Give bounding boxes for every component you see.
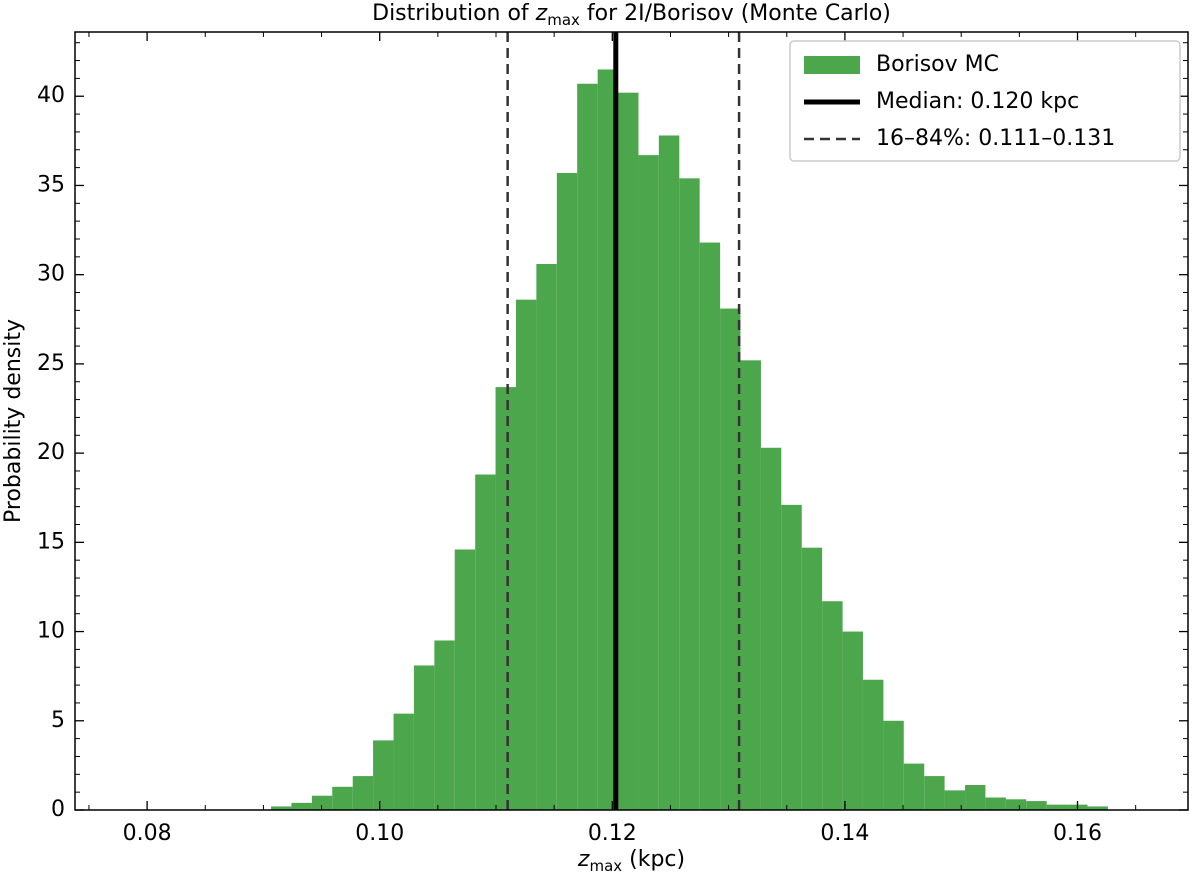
bar [1026, 801, 1047, 810]
y-tick-label: 25 [37, 351, 65, 376]
bar [352, 776, 374, 810]
bar [679, 178, 700, 810]
bar [985, 797, 1006, 810]
x-axis-label: zmax (kpc) [577, 847, 685, 875]
bar [311, 795, 333, 810]
bar [1046, 804, 1068, 810]
bar [332, 786, 353, 810]
bar [760, 447, 782, 810]
bar [454, 549, 476, 810]
x-axis-label-var: z [577, 847, 590, 872]
bar [638, 155, 659, 811]
legend-label: Median: 0.120 kpc [876, 89, 1079, 114]
bar [271, 806, 292, 810]
bar [434, 640, 455, 810]
bar [965, 785, 986, 810]
bar [393, 713, 414, 810]
bar [720, 308, 741, 810]
chart-title: Distribution of zmax for 2I/Borisov (Mon… [372, 1, 891, 29]
y-tick-label: 20 [37, 440, 65, 465]
bar [822, 601, 843, 810]
chart-title-text: Distribution of [372, 1, 536, 26]
bar [516, 299, 537, 810]
bar [699, 242, 721, 810]
y-tick-label: 15 [37, 529, 65, 554]
bar [903, 763, 925, 810]
legend-label: 16–84%: 0.111–0.131 [876, 126, 1115, 151]
y-tick-label: 30 [37, 262, 65, 287]
bar [740, 360, 761, 810]
x-tick-label: 0.16 [1053, 821, 1102, 846]
y-tick-label: 5 [51, 708, 65, 733]
y-tick-label: 40 [37, 83, 65, 108]
bar [658, 135, 680, 810]
y-tick-label: 35 [37, 172, 65, 197]
bar [536, 263, 557, 810]
bar [373, 740, 394, 810]
legend-box [789, 40, 1181, 162]
plot-frame [74, 31, 1189, 811]
bar [577, 83, 598, 811]
legend-swatch [804, 56, 860, 74]
bar [291, 802, 312, 810]
bar [556, 172, 578, 810]
x-tick-label: 0.12 [588, 821, 637, 846]
bar [944, 790, 966, 810]
bar [862, 679, 884, 810]
bar [924, 776, 945, 810]
bar [413, 665, 435, 810]
bar [883, 720, 904, 810]
x-axis-label-text: (kpc) [622, 847, 685, 872]
bar [1005, 799, 1027, 810]
x-tick-label: 0.08 [123, 821, 172, 846]
bar [842, 631, 863, 810]
bar [495, 387, 517, 810]
y-axis-label: Probability density [1, 319, 26, 523]
y-tick-label: 0 [51, 797, 65, 822]
bar [597, 69, 619, 811]
chart-title-var: z [535, 1, 548, 26]
x-axis-label-sub: max [589, 857, 622, 875]
x-tick-label: 0.14 [820, 821, 869, 846]
bar [781, 504, 802, 810]
x-tick-label: 0.10 [355, 821, 404, 846]
chart-title-text: for 2I/Borisov (Monte Carlo) [580, 1, 891, 26]
bar [475, 474, 496, 810]
y-tick-label: 10 [37, 619, 65, 644]
bar [1087, 806, 1108, 810]
bar [618, 92, 639, 810]
legend-label: Borisov MC [876, 52, 999, 77]
bar [801, 547, 823, 810]
chart-title-sub: max [547, 11, 580, 29]
